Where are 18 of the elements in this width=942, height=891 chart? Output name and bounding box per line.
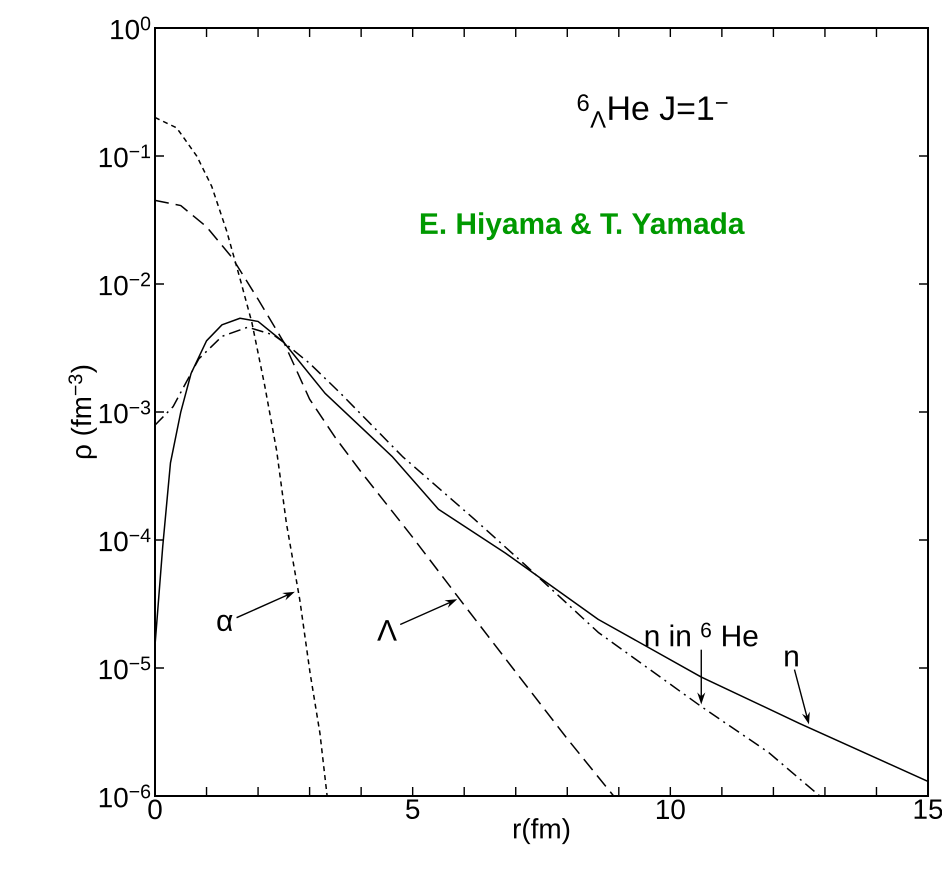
x-tick-label: 5: [406, 800, 420, 819]
y-tick-label: 10$^{−2}$: [100, 272, 150, 296]
x-tick-label: 10: [656, 800, 685, 820]
y-tick-label: 10$^{0}$: [111, 16, 150, 40]
y-tick-label: 10$^{−5}$: [100, 656, 150, 680]
annotation: n: [785, 650, 798, 666]
x-tick-label: 15: [914, 800, 942, 819]
y-tick-label: 10$^{−1}$: [100, 144, 150, 168]
y-tick-label: 10$^{−3}$: [100, 400, 150, 424]
text: 6$_{Λ}$He J=1$^{−}$: [578, 94, 728, 128]
x-tick-label: 0: [148, 800, 162, 820]
annotation: n in $^{6}$ He: [646, 622, 758, 646]
annotation: Λ: [377, 620, 397, 641]
text: E. Hiyama & T. Yamada: [420, 212, 745, 240]
y-tick-label: 10$^{−4}$: [100, 528, 150, 552]
y-axis-title: ρ (fm$^{−3}$): [68, 366, 97, 458]
annotation: α: [217, 614, 232, 632]
x-axis-title: r(fm): [514, 818, 570, 844]
